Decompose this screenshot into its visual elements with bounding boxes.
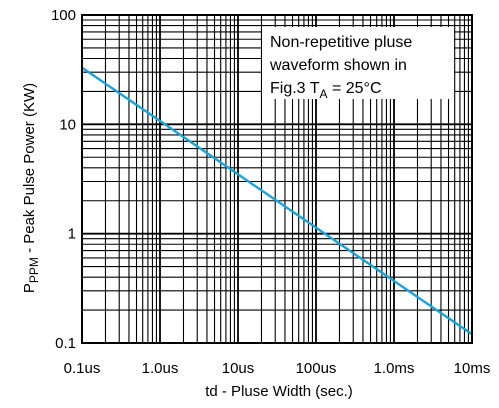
x-axis-label: td - Pluse Width (sec.) <box>205 383 353 400</box>
y-axis-label-prefix: P <box>21 283 38 293</box>
y-tick-label: 10 <box>59 116 76 133</box>
annotation-line-3-post: = 25°C <box>328 80 382 97</box>
x-tick-label: 100us <box>296 360 337 377</box>
annotation-line-3-sub: A <box>320 87 328 101</box>
x-tick-label: 10us <box>222 360 255 377</box>
y-axis-label-rest: - Peak Pulse Power (KW) <box>21 83 38 257</box>
y-tick-label: 1 <box>68 226 76 243</box>
x-tick-label: 10ms <box>454 360 491 377</box>
y-axis-label-sub: PPM <box>27 257 41 283</box>
x-tick-label: 1.0ms <box>374 360 415 377</box>
y-tick-label: 100 <box>51 7 76 24</box>
x-tick-label: 1.0us <box>142 360 179 377</box>
annotation-line-1: Non-repetitive pluse <box>270 34 412 51</box>
x-tick-label: 0.1us <box>64 360 101 377</box>
annotation-line-2: waveform shown in <box>269 57 407 74</box>
annotation-line-3-pre: Fig.3 T <box>270 80 320 97</box>
y-tick-label: 0.1 <box>55 335 76 352</box>
